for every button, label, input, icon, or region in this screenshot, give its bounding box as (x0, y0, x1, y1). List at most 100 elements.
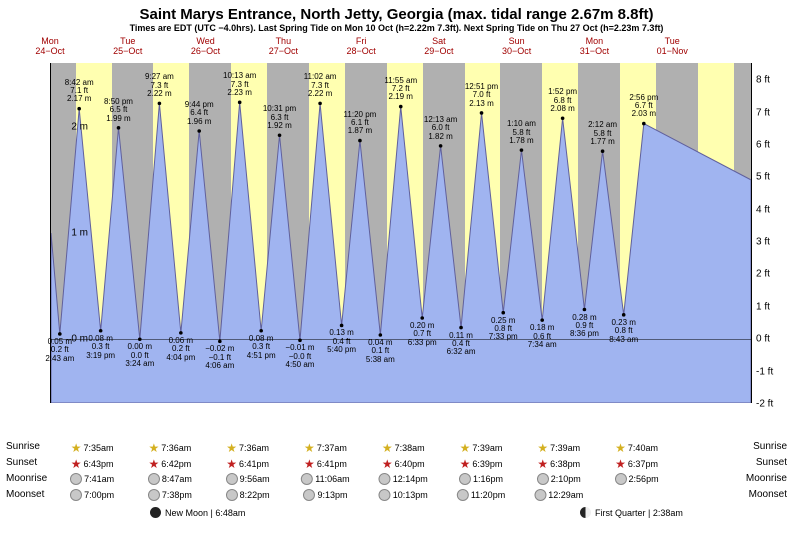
footer-row-label: Sunrise (6, 441, 40, 452)
tide-label: 12:51 pm 7.0 ft 2.13 m (465, 83, 498, 108)
time-text: 2:10pm (551, 474, 581, 484)
sunrise-time: ★7:36am (149, 441, 192, 455)
time-text: 2:56pm (629, 474, 659, 484)
sunset-icon: ★ (304, 457, 315, 471)
time-text: 7:00pm (84, 490, 114, 500)
sunset-time: ★6:43pm (71, 457, 114, 471)
time-text: 6:41pm (239, 459, 269, 469)
sunset-icon: ★ (537, 457, 548, 471)
moon-icon (70, 489, 82, 501)
tide-label: 0.23 m 0.8 ft 8:43 am (609, 319, 638, 344)
sunrise-icon: ★ (226, 441, 237, 455)
time-text: 6:38pm (550, 459, 580, 469)
tide-label: 1:10 am 5.8 ft 1.78 m (507, 120, 536, 145)
moon-icon (615, 473, 627, 485)
tide-label: 9:27 am 7.3 ft 2.22 m (145, 73, 174, 98)
day-label: Tue 25−Oct (113, 37, 142, 57)
time-text: 1:16pm (473, 474, 503, 484)
sunrise-icon: ★ (71, 441, 82, 455)
moonrise-time: 2:10pm (537, 473, 581, 485)
sunrise-time: ★7:40am (615, 441, 658, 455)
sunset-icon: ★ (460, 457, 471, 471)
day-label: Thu 27−Oct (269, 37, 298, 57)
y-tick-ft: 0 ft (756, 334, 770, 345)
time-text: 7:36am (161, 443, 191, 453)
footer-row-label: Moonrise (746, 473, 787, 484)
tide-label: 0.00 m 0.0 ft 3:24 am (125, 343, 154, 368)
first-quarter-label: First Quarter | 2:38am (580, 507, 683, 518)
moonset-time: 12:29am (534, 489, 583, 501)
tide-label: 0.13 m 0.4 ft 5:40 pm (327, 329, 356, 354)
day-label: Sat 29−Oct (424, 37, 453, 57)
sunrise-time: ★7:39am (460, 441, 503, 455)
time-text: 6:43pm (83, 459, 113, 469)
y-tick-m: 1 m (71, 228, 88, 239)
sunset-icon: ★ (382, 457, 393, 471)
tide-label: 11:02 am 7.3 ft 2.22 m (304, 73, 337, 98)
y-tick-m: 2 m (71, 121, 88, 132)
tide-label: 10:13 am 7.3 ft 2.23 m (223, 72, 256, 97)
time-text: 6:42pm (161, 459, 191, 469)
moonrise-time: 9:56am (226, 473, 270, 485)
moon-icon (379, 489, 391, 501)
time-text: 7:38pm (162, 490, 192, 500)
time-text: 6:41pm (317, 459, 347, 469)
tide-label: 11:55 am 7.2 ft 2.19 m (384, 77, 417, 102)
sunrise-time: ★7:36am (226, 441, 269, 455)
sunrise-icon: ★ (615, 441, 626, 455)
tide-label: 0.05 m 0.2 ft 2:43 am (45, 338, 74, 363)
y-tick-ft: 1 ft (756, 301, 770, 312)
moonrise-time: 7:41am (70, 473, 114, 485)
footer-row-label: Moonset (6, 489, 44, 500)
moon-phase-text: New Moon | 6:48am (165, 508, 245, 518)
tide-label: 0.11 m 0.4 ft 6:32 am (447, 332, 476, 357)
tide-label: 0.08 m 0.3 ft 3:19 pm (86, 335, 115, 360)
moonrise-time: 11:06am (301, 473, 349, 485)
tide-label: 0.20 m 0.7 ft 6:33 pm (408, 322, 437, 347)
moon-icon (70, 473, 82, 485)
time-text: 11:06am (315, 474, 349, 484)
tide-label: 1:52 pm 6.8 ft 2.08 m (548, 88, 577, 113)
sunset-icon: ★ (71, 457, 82, 471)
sunset-time: ★6:40pm (382, 457, 425, 471)
sunrise-icon: ★ (304, 441, 315, 455)
moonrise-time: 12:14pm (379, 473, 428, 485)
moonrise-time: 2:56pm (615, 473, 659, 485)
moonrise-time: 8:47am (148, 473, 192, 485)
day-label: Sun 30−Oct (502, 37, 531, 57)
time-text: 7:41am (84, 474, 114, 484)
y-tick-ft: 7 ft (756, 107, 770, 118)
moon-icon (301, 473, 313, 485)
moon-icon (148, 473, 160, 485)
time-text: 8:22pm (240, 490, 270, 500)
day-label: Mon 31−Oct (580, 37, 609, 57)
tide-label: 0.28 m 0.9 ft 8:36 pm (570, 314, 599, 339)
tide-label: 8:42 am 7.1 ft 2.17 m (65, 79, 94, 104)
tide-label: 0.04 m 0.1 ft 5:38 am (366, 339, 395, 364)
sunset-icon: ★ (615, 457, 626, 471)
first-quarter-icon (580, 507, 591, 518)
y-tick-ft: 8 ft (756, 75, 770, 86)
time-text: 7:38am (395, 443, 425, 453)
moon-icon (303, 489, 315, 501)
time-text: 11:20pm (471, 490, 505, 500)
moonset-time: 7:00pm (70, 489, 114, 501)
day-label: Fri 28−Oct (346, 37, 375, 57)
tide-label: 8:50 pm 6.5 ft 1.99 m (104, 98, 133, 123)
tide-label: −0.01 m −0.0 ft 4:50 am (285, 344, 314, 369)
moon-icon (457, 489, 469, 501)
moonset-time: 8:22pm (226, 489, 270, 501)
y-tick-ft: -2 ft (756, 399, 773, 410)
sunset-time: ★6:42pm (149, 457, 192, 471)
sunset-time: ★6:38pm (537, 457, 580, 471)
time-text: 7:39am (550, 443, 580, 453)
day-label: Wed 26−Oct (191, 37, 220, 57)
sunset-time: ★6:39pm (460, 457, 503, 471)
moon-icon (226, 473, 238, 485)
time-text: 12:14pm (393, 474, 428, 484)
sunrise-time: ★7:39am (537, 441, 580, 455)
tide-label: 12:13 am 6.0 ft 1.82 m (424, 116, 457, 141)
sunset-time: ★6:41pm (304, 457, 347, 471)
time-text: 7:39am (472, 443, 502, 453)
tide-label: 10:31 pm 6.3 ft 1.92 m (263, 105, 296, 130)
